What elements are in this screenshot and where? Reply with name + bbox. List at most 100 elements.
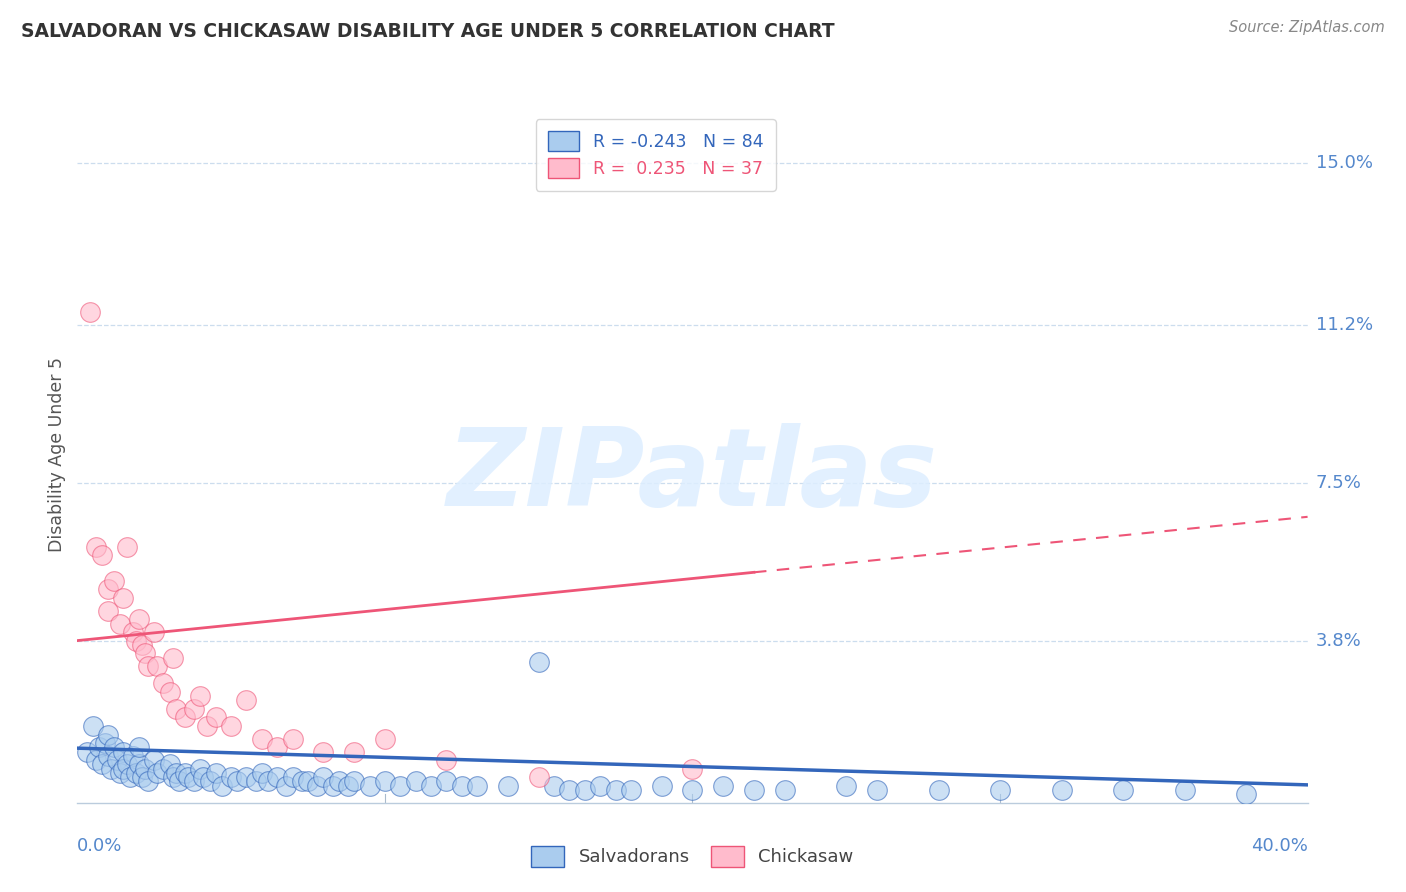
Point	[159, 757, 181, 772]
Point	[866, 783, 889, 797]
Point	[115, 540, 138, 554]
Point	[134, 762, 156, 776]
Point	[219, 770, 242, 784]
Point	[82, 719, 104, 733]
Point	[605, 783, 627, 797]
Point	[134, 647, 156, 661]
Point	[235, 770, 257, 784]
Y-axis label: Disability Age Under 5: Disability Age Under 5	[48, 358, 66, 552]
Point	[128, 740, 150, 755]
Point	[146, 766, 169, 780]
Point	[90, 757, 114, 772]
Text: SALVADORAN VS CHICKASAW DISABILITY AGE UNDER 5 CORRELATION CHART: SALVADORAN VS CHICKASAW DISABILITY AGE U…	[21, 22, 835, 41]
Point	[143, 753, 166, 767]
Point	[79, 305, 101, 319]
Point	[125, 766, 148, 780]
Point	[97, 604, 120, 618]
Point	[620, 783, 643, 797]
Point	[337, 779, 360, 793]
Point	[143, 625, 166, 640]
Point	[436, 774, 458, 789]
Point	[219, 719, 242, 733]
Point	[76, 745, 98, 759]
Point	[312, 770, 335, 784]
Point	[211, 779, 233, 793]
Point	[131, 638, 153, 652]
Point	[115, 757, 138, 772]
Text: 40.0%: 40.0%	[1251, 837, 1308, 855]
Point	[651, 779, 673, 793]
Point	[527, 655, 550, 669]
Point	[183, 774, 205, 789]
Point	[297, 774, 319, 789]
Point	[103, 740, 125, 755]
Point	[167, 774, 190, 789]
Point	[128, 612, 150, 626]
Point	[389, 779, 412, 793]
Point	[136, 659, 159, 673]
Point	[711, 779, 734, 793]
Text: 3.8%: 3.8%	[1316, 632, 1361, 649]
Text: 11.2%: 11.2%	[1316, 316, 1374, 334]
Point	[84, 753, 107, 767]
Point	[165, 766, 187, 780]
Point	[374, 774, 396, 789]
Point	[152, 762, 174, 776]
Legend: Salvadorans, Chickasaw: Salvadorans, Chickasaw	[524, 838, 860, 874]
Point	[589, 779, 612, 793]
Point	[136, 774, 159, 789]
Point	[103, 574, 125, 588]
Point	[359, 779, 381, 793]
Point	[183, 702, 205, 716]
Point	[87, 740, 110, 755]
Point	[90, 548, 114, 562]
Point	[97, 582, 120, 597]
Point	[496, 779, 519, 793]
Point	[682, 762, 704, 776]
Point	[276, 779, 298, 793]
Point	[204, 710, 226, 724]
Point	[374, 731, 396, 746]
Point	[110, 766, 132, 780]
Point	[131, 770, 153, 784]
Point	[159, 685, 181, 699]
Point	[162, 650, 184, 665]
Point	[1050, 783, 1073, 797]
Point	[1174, 783, 1197, 797]
Point	[322, 779, 344, 793]
Point	[125, 633, 148, 648]
Point	[94, 736, 117, 750]
Point	[112, 745, 135, 759]
Point	[177, 770, 200, 784]
Point	[1112, 783, 1135, 797]
Point	[281, 731, 304, 746]
Point	[312, 745, 335, 759]
Point	[193, 770, 215, 784]
Point	[174, 710, 197, 724]
Point	[162, 770, 184, 784]
Point	[988, 783, 1011, 797]
Point	[543, 779, 565, 793]
Point	[574, 783, 596, 797]
Point	[343, 745, 366, 759]
Point	[742, 783, 765, 797]
Point	[307, 779, 329, 793]
Point	[281, 770, 304, 784]
Point	[450, 779, 472, 793]
Point	[266, 770, 288, 784]
Point	[245, 774, 267, 789]
Point	[266, 740, 288, 755]
Point	[682, 783, 704, 797]
Point	[250, 731, 273, 746]
Point	[84, 540, 107, 554]
Text: ZIPatlas: ZIPatlas	[447, 423, 938, 529]
Point	[250, 766, 273, 780]
Point	[420, 779, 443, 793]
Point	[235, 693, 257, 707]
Point	[112, 591, 135, 605]
Point	[436, 753, 458, 767]
Point	[204, 766, 226, 780]
Point	[121, 625, 143, 640]
Point	[121, 748, 143, 763]
Point	[97, 727, 120, 741]
